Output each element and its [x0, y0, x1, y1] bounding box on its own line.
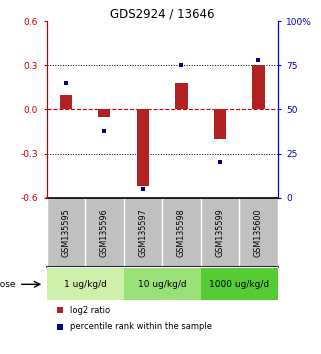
- Title: GDS2924 / 13646: GDS2924 / 13646: [110, 7, 214, 20]
- Bar: [214, 109, 226, 139]
- Text: GSM135595: GSM135595: [61, 208, 70, 257]
- Text: log2 ratio: log2 ratio: [70, 306, 110, 315]
- Text: 1 ug/kg/d: 1 ug/kg/d: [64, 280, 107, 289]
- Text: GSM135598: GSM135598: [177, 208, 186, 257]
- Bar: [137, 109, 149, 186]
- Text: percentile rank within the sample: percentile rank within the sample: [70, 322, 212, 331]
- Text: GSM135600: GSM135600: [254, 208, 263, 257]
- Bar: [175, 83, 187, 109]
- Bar: [47, 268, 124, 300]
- Bar: [252, 65, 265, 109]
- Text: dose: dose: [0, 280, 16, 289]
- Text: GSM135599: GSM135599: [215, 208, 224, 257]
- Text: 1000 ug/kg/d: 1000 ug/kg/d: [209, 280, 269, 289]
- Text: GSM135596: GSM135596: [100, 208, 109, 257]
- Bar: [98, 109, 110, 117]
- Text: GSM135597: GSM135597: [138, 208, 147, 257]
- Text: 10 ug/kg/d: 10 ug/kg/d: [138, 280, 187, 289]
- Bar: [60, 95, 72, 109]
- Bar: [124, 268, 201, 300]
- Bar: [201, 268, 278, 300]
